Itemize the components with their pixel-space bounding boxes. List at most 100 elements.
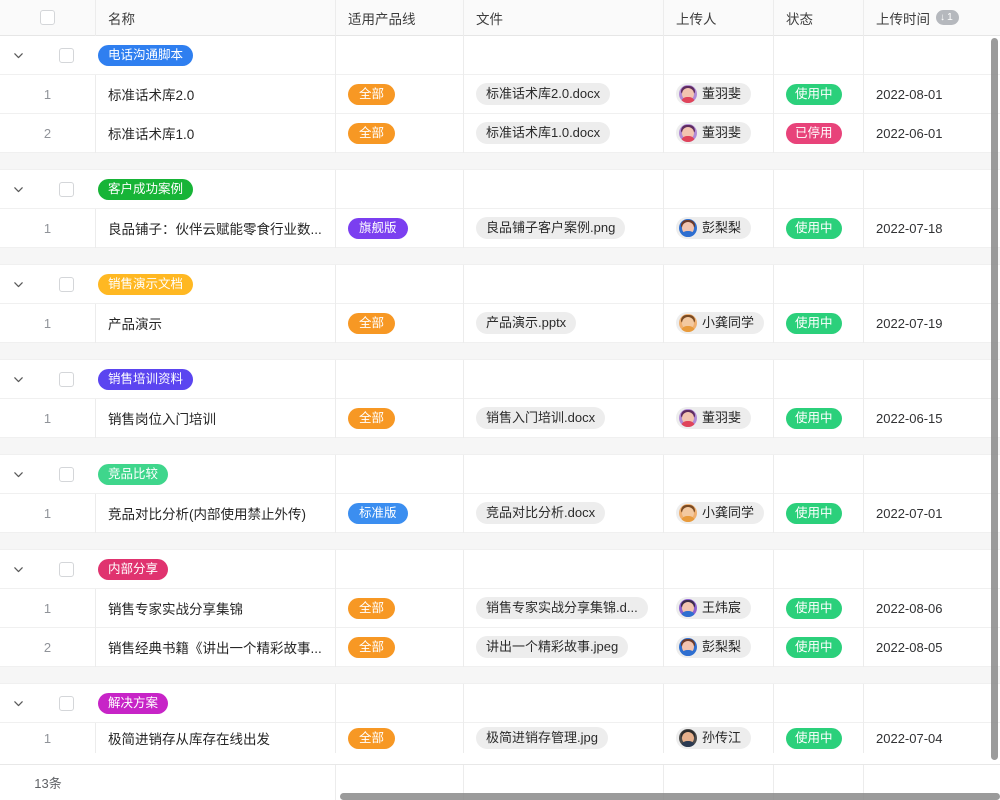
file-chip[interactable]: 良品铺子客户案例.png [476,217,626,239]
cell-file[interactable]: 讲出一个精彩故事.jpeg [464,627,664,667]
group-header-row[interactable]: 销售演示文档 [0,264,1000,304]
cell-status[interactable]: 使用中 [774,493,864,533]
cell-name[interactable]: 销售经典书籍《讲出一个精彩故事... [96,627,336,667]
uploader-chip[interactable]: 董羽斐 [676,83,752,105]
cell-file[interactable]: 销售专家实战分享集锦.d... [464,588,664,628]
cell-file[interactable]: 标准话术库2.0.docx [464,74,664,114]
cell-name[interactable]: 极简进销存从库存在线出发 [96,723,336,753]
column-header-file[interactable]: 文件 [464,0,664,36]
table-row[interactable]: 1 良品铺子：伙伴云赋能零食行业数... 旗舰版 良品铺子客户案例.png 彭梨梨 使用中… [0,208,1000,248]
chevron-down-icon[interactable] [0,550,36,589]
cell-product-line[interactable]: 全部 [336,588,464,628]
group-header-row[interactable]: 电话沟通脚本 [0,36,1000,75]
chevron-down-icon[interactable] [0,455,36,494]
cell-product-line[interactable]: 全部 [336,303,464,343]
uploader-chip[interactable]: 彭梨梨 [676,636,752,658]
uploader-chip[interactable]: 小龚同学 [676,312,765,334]
cell-status[interactable]: 使用中 [774,208,864,248]
cell-product-line[interactable]: 全部 [336,113,464,153]
cell-file[interactable]: 标准话术库1.0.docx [464,113,664,153]
cell-uploader[interactable]: 孙传江 [664,723,774,753]
cell-uploader[interactable]: 董羽斐 [664,74,774,114]
file-chip[interactable]: 极简进销存管理.jpg [476,727,608,749]
file-chip[interactable]: 销售入门培训.docx [476,407,606,429]
group-header-row[interactable]: 客户成功案例 [0,169,1000,209]
chevron-down-icon[interactable] [0,684,36,723]
sort-indicator[interactable]: ↓ 1 [936,10,959,25]
file-chip[interactable]: 讲出一个精彩故事.jpeg [476,636,629,658]
cell-uploader[interactable]: 董羽斐 [664,113,774,153]
cell-file[interactable]: 竞品对比分析.docx [464,493,664,533]
file-chip[interactable]: 竞品对比分析.docx [476,502,606,524]
group-header-row[interactable]: 销售培训资料 [0,359,1000,399]
group-checkbox[interactable] [58,276,74,292]
uploader-chip[interactable]: 董羽斐 [676,407,752,429]
chevron-down-icon[interactable] [0,170,36,209]
cell-file[interactable]: 销售入门培训.docx [464,398,664,438]
cell-file[interactable]: 极简进销存管理.jpg [464,723,664,753]
cell-name[interactable]: 销售岗位入门培训 [96,398,336,438]
uploader-chip[interactable]: 董羽斐 [676,122,752,144]
cell-uploader[interactable]: 王炜宸 [664,588,774,628]
chevron-down-icon[interactable] [0,265,36,304]
table-row[interactable]: 1 极简进销存从库存在线出发 全部 极简进销存管理.jpg 孙传江 使用中 2022-07-… [0,723,1000,753]
table-row[interactable]: 1 销售专家实战分享集锦 全部 销售专家实战分享集锦.d... 王炜宸 使用中 2022-0… [0,588,1000,628]
cell-file[interactable]: 产品演示.pptx [464,303,664,343]
file-chip[interactable]: 标准话术库1.0.docx [476,122,611,144]
select-all-checkbox[interactable] [40,10,55,25]
uploader-chip[interactable]: 彭梨梨 [676,217,752,239]
cell-uploader[interactable]: 彭梨梨 [664,627,774,667]
uploader-chip[interactable]: 小龚同学 [676,502,765,524]
cell-file[interactable]: 良品铺子客户案例.png [464,208,664,248]
cell-uploader[interactable]: 彭梨梨 [664,208,774,248]
group-checkbox[interactable] [58,47,74,63]
group-checkbox[interactable] [58,466,74,482]
table-row[interactable]: 1 标准话术库2.0 全部 标准话术库2.0.docx 董羽斐 使用中 2022-08-01 [0,74,1000,114]
column-header-name[interactable]: 名称 [96,0,336,36]
group-header-row[interactable]: 解决方案 [0,683,1000,723]
cell-product-line[interactable]: 旗舰版 [336,208,464,248]
cell-status[interactable]: 使用中 [774,588,864,628]
cell-name[interactable]: 产品演示 [96,303,336,343]
cell-status[interactable]: 使用中 [774,398,864,438]
group-header-row[interactable]: 竞品比较 [0,454,1000,494]
cell-name[interactable]: 标准话术库1.0 [96,113,336,153]
column-header-product[interactable]: 适用产品线 [336,0,464,36]
chevron-down-icon[interactable] [0,36,36,75]
cell-uploader[interactable]: 小龚同学 [664,493,774,533]
cell-name[interactable]: 良品铺子：伙伴云赋能零食行业数... [96,208,336,248]
group-header-row[interactable]: 内部分享 [0,549,1000,589]
table-row[interactable]: 2 销售经典书籍《讲出一个精彩故事... 全部 讲出一个精彩故事.jpeg 彭梨梨 使用中… [0,627,1000,667]
column-header-upload-time[interactable]: 上传时间 ↓ 1 [864,0,1000,36]
cell-product-line[interactable]: 全部 [336,723,464,753]
cell-status[interactable]: 使用中 [774,723,864,753]
cell-name[interactable]: 标准话术库2.0 [96,74,336,114]
cell-uploader[interactable]: 董羽斐 [664,398,774,438]
cell-status[interactable]: 使用中 [774,627,864,667]
group-checkbox[interactable] [58,561,74,577]
file-chip[interactable]: 销售专家实战分享集锦.d... [476,597,648,619]
cell-product-line[interactable]: 全部 [336,398,464,438]
cell-status[interactable]: 使用中 [774,74,864,114]
uploader-chip[interactable]: 王炜宸 [676,597,752,619]
column-header-status[interactable]: 状态 [774,0,864,36]
vertical-scrollbar[interactable] [991,38,998,760]
file-chip[interactable]: 产品演示.pptx [476,312,577,334]
group-checkbox[interactable] [58,181,74,197]
cell-status[interactable]: 已停用 [774,113,864,153]
table-row[interactable]: 1 产品演示 全部 产品演示.pptx 小龚同学 使用中 2022-07-19 [0,303,1000,343]
uploader-chip[interactable]: 孙传江 [676,727,752,749]
cell-uploader[interactable]: 小龚同学 [664,303,774,343]
table-row[interactable]: 2 标准话术库1.0 全部 标准话术库1.0.docx 董羽斐 已停用 2022-06-01 [0,113,1000,153]
group-checkbox[interactable] [58,371,74,387]
group-checkbox[interactable] [58,695,74,711]
cell-status[interactable]: 使用中 [774,303,864,343]
horizontal-scrollbar[interactable] [340,793,1000,800]
cell-product-line[interactable]: 全部 [336,627,464,667]
cell-product-line[interactable]: 标准版 [336,493,464,533]
cell-product-line[interactable]: 全部 [336,74,464,114]
table-row[interactable]: 1 竞品对比分析(内部使用禁止外传) 标准版 竞品对比分析.docx 小龚同学 使用中 20… [0,493,1000,533]
file-chip[interactable]: 标准话术库2.0.docx [476,83,611,105]
column-header-uploader[interactable]: 上传人 [664,0,774,36]
cell-name[interactable]: 竞品对比分析(内部使用禁止外传) [96,493,336,533]
